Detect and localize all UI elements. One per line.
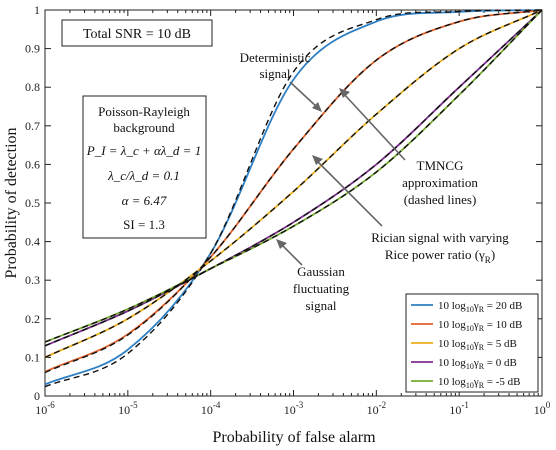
deterministic-arrow	[289, 81, 319, 109]
tmncg-dashed-line-0	[44, 9, 543, 388]
y-tick-label: 0.3	[25, 273, 40, 287]
gaussian-arrowhead	[276, 239, 287, 249]
legend: 10 log10γR = 20 dB 10 log10γR = 10 dB 10 l…	[405, 293, 539, 393]
tmncg-dashed-line-3	[44, 9, 543, 347]
rician-label-2: Rice power ratio (γR)	[385, 247, 495, 265]
gaussian-arrow	[279, 242, 303, 266]
rician-arrowhead	[312, 155, 323, 165]
gaussian-label-2: fluctuating	[293, 281, 350, 296]
y-tick-label: 0.2	[25, 312, 40, 326]
bg-eq1: P_I = λ_c + αλ_d = 1	[86, 143, 201, 158]
tick-marks	[44, 9, 543, 397]
bg-eq4: SI = 1.3	[123, 217, 165, 232]
x-tick-label: 10-2	[367, 400, 387, 417]
y-tick-label: 1	[34, 3, 40, 17]
y-tick-label: 0.4	[25, 235, 40, 249]
y-tick-label: 0.6	[25, 157, 40, 171]
y-tick-label: 0.1	[25, 350, 40, 364]
tmncg-dashed-line-4	[44, 9, 543, 343]
tmncg-label-2: approximation	[402, 175, 478, 190]
bg-line1: Poisson-Rayleigh	[98, 104, 190, 119]
x-tick-labels: 10-6 10-5 10-4 10-3 10-2 10-1 100	[35, 400, 551, 417]
legend-label: 10 log10γR = 20 dB	[438, 300, 522, 314]
tmncg-arrowhead	[339, 88, 350, 98]
legend-label: 10 log10γR = 10 dB	[438, 319, 522, 333]
tmncg-dashed-line-1	[44, 9, 543, 374]
x-tick-label: 100	[534, 400, 551, 417]
deterministic-label-1: Deterministic	[240, 50, 311, 65]
x-tick-label: 10-1	[449, 400, 469, 417]
deterministic-arrowhead	[312, 102, 322, 112]
deterministic-label-2: signal	[259, 66, 290, 81]
legend-label: 10 log10γR = -5 dB	[438, 376, 521, 390]
y-tick-label: 0.5	[25, 196, 40, 210]
gaussian-label-3: signal	[305, 298, 336, 313]
curves	[44, 9, 543, 388]
x-tick-label: 10-5	[118, 400, 138, 417]
legend-label: 10 log10γR = 5 dB	[438, 338, 517, 352]
x-tick-label: 10-6	[35, 400, 55, 417]
legend-label: 10 log10γR = 0 dB	[438, 357, 517, 371]
x-tick-label: 10-3	[284, 400, 304, 417]
x-tick-label: 10-4	[201, 400, 221, 417]
tmncg-label-3: (dashed lines)	[404, 192, 477, 207]
y-tick-label: 0.8	[25, 80, 40, 94]
rician-arrow	[315, 159, 383, 227]
y-tick-label: 0.7	[25, 119, 40, 133]
tmncg-dashed-line-2	[44, 9, 543, 359]
bg-eq3: α = 6.47	[122, 193, 167, 208]
background-box	[82, 95, 207, 239]
rician-label-1: Rician signal with varying	[371, 230, 509, 245]
bg-line2: background	[113, 120, 175, 135]
y-tick-label: 0.9	[25, 42, 40, 56]
y-tick-labels: 0 0.1 0.2 0.3 0.4 0.5 0.6 0.7 0.8 0.9 1	[25, 3, 40, 403]
gaussian-label-1: Gaussian	[297, 264, 345, 279]
y-tick-label: 0	[34, 389, 40, 403]
tmncg-label-1: TMNCG	[417, 158, 464, 173]
y-axis-label: Probability of detection	[3, 127, 20, 278]
bg-eq2: λ_c/λ_d = 0.1	[107, 168, 180, 183]
tmncg-arrow	[342, 92, 406, 161]
snr-box	[61, 19, 213, 47]
snr-text: Total SNR = 10 dB	[83, 27, 191, 42]
x-axis-label: Probability of false alarm	[212, 429, 376, 446]
